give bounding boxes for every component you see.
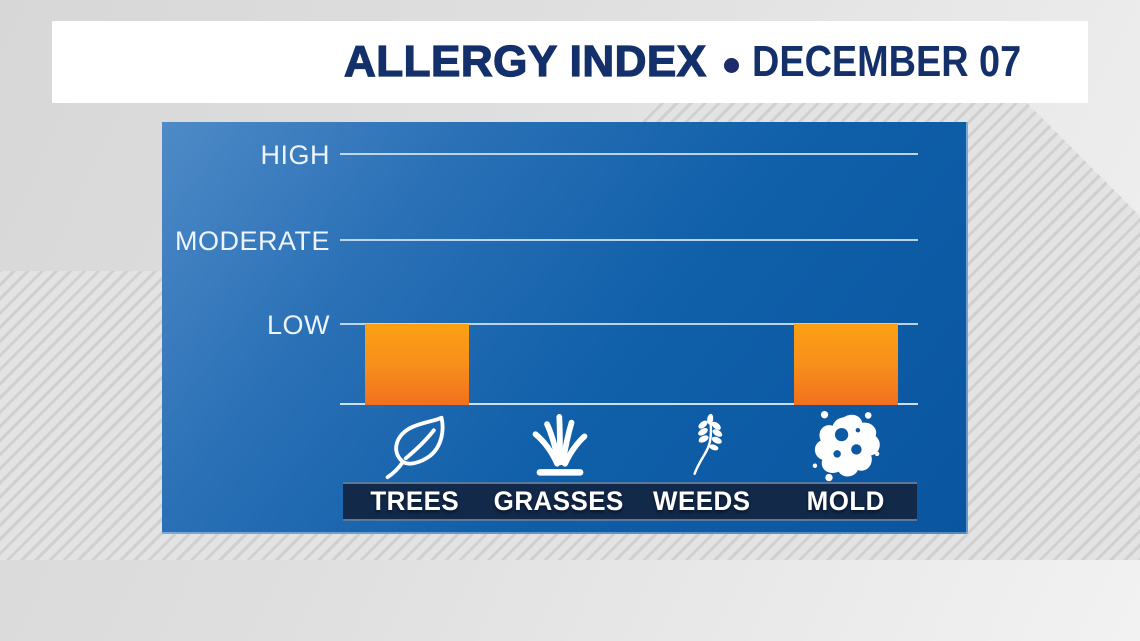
y-axis-label-moderate: MODERATE [174, 226, 330, 256]
category-label-trees: TREES [370, 486, 460, 516]
category-label-grasses: GRASSES [493, 486, 624, 516]
gridline-moderate [340, 239, 918, 241]
y-axis-label-high: HIGH [260, 140, 330, 170]
bar-trees [364, 324, 469, 405]
date-label: DECEMBER 07 [751, 37, 1021, 86]
column-mold [774, 122, 917, 405]
gridline-high [340, 153, 918, 155]
category-label-band: TREES GRASSES WEEDS MOLD [343, 482, 917, 521]
bullet-icon [723, 57, 739, 73]
column-trees [345, 122, 488, 405]
column-grasses [488, 122, 631, 405]
page-title: ALLERGY INDEX [343, 36, 707, 86]
category-icons-row [345, 409, 917, 481]
mold-icon [774, 409, 917, 481]
y-axis-label-low: LOW [266, 310, 330, 340]
weed-icon [631, 409, 774, 480]
gridline-low [340, 323, 918, 325]
gridline-baseline [340, 403, 918, 405]
header-band: ALLERGY INDEX DECEMBER 07 [52, 21, 1088, 103]
category-label-weeds: WEEDS [653, 486, 751, 516]
column-weeds [631, 122, 774, 405]
leaf-icon [345, 409, 488, 480]
category-label-mold: MOLD [806, 486, 885, 516]
header-title-group: ALLERGY INDEX DECEMBER 07 [343, 36, 1065, 87]
bar-mold [793, 324, 898, 405]
bar-columns [345, 122, 917, 405]
grass-icon [488, 409, 631, 480]
allergy-chart-panel: HIGH MODERATE LOW [162, 122, 968, 534]
